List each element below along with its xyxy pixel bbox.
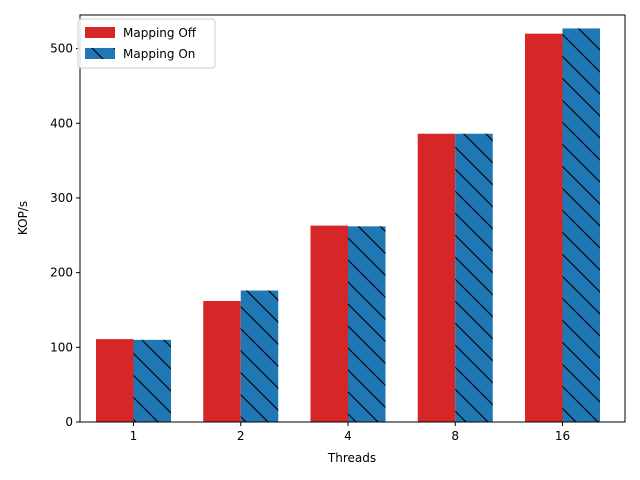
y-tick-label: 400 xyxy=(50,116,73,130)
bar-hatch-mapping-on-8 xyxy=(455,133,493,423)
legend: Mapping Off Mapping On xyxy=(77,18,216,69)
y-tick-label: 300 xyxy=(50,191,73,205)
y-tick-label: 0 xyxy=(65,415,73,429)
bar-mapping-off-2 xyxy=(203,301,241,422)
legend-label-mapping-on: Mapping On xyxy=(123,47,195,61)
x-tick-label: 4 xyxy=(344,429,352,443)
x-tick-label: 1 xyxy=(130,429,138,443)
x-tick-label: 16 xyxy=(555,429,570,443)
y-axis: 0 100 200 300 400 500 xyxy=(50,42,80,429)
bar-hatch-mapping-on-16 xyxy=(562,28,600,423)
bars-group xyxy=(96,28,600,423)
bar-hatch-mapping-on-2 xyxy=(240,290,279,422)
bar-mapping-off-4 xyxy=(310,225,348,422)
legend-swatch-hatch-mapping-on xyxy=(85,48,115,59)
legend-swatch-mapping-off xyxy=(85,27,115,38)
y-tick-label: 500 xyxy=(50,42,73,56)
x-tick-label: 8 xyxy=(451,429,459,443)
x-axis: 1 2 4 8 16 xyxy=(130,422,570,443)
y-tick-label: 200 xyxy=(50,266,73,280)
bar-mapping-off-8 xyxy=(417,133,456,423)
bar-hatch-mapping-on-1 xyxy=(133,339,171,422)
legend-label-mapping-off: Mapping Off xyxy=(123,26,197,40)
bar-mapping-off-1 xyxy=(96,339,134,422)
x-tick-label: 2 xyxy=(237,429,245,443)
bar-hatch-mapping-on-4 xyxy=(348,226,386,422)
y-axis-label: KOP/s xyxy=(16,201,30,235)
x-axis-label: Threads xyxy=(327,451,376,465)
y-tick-label: 100 xyxy=(50,340,73,354)
plot-frame xyxy=(79,14,626,423)
bar-mapping-off-16 xyxy=(525,33,563,422)
